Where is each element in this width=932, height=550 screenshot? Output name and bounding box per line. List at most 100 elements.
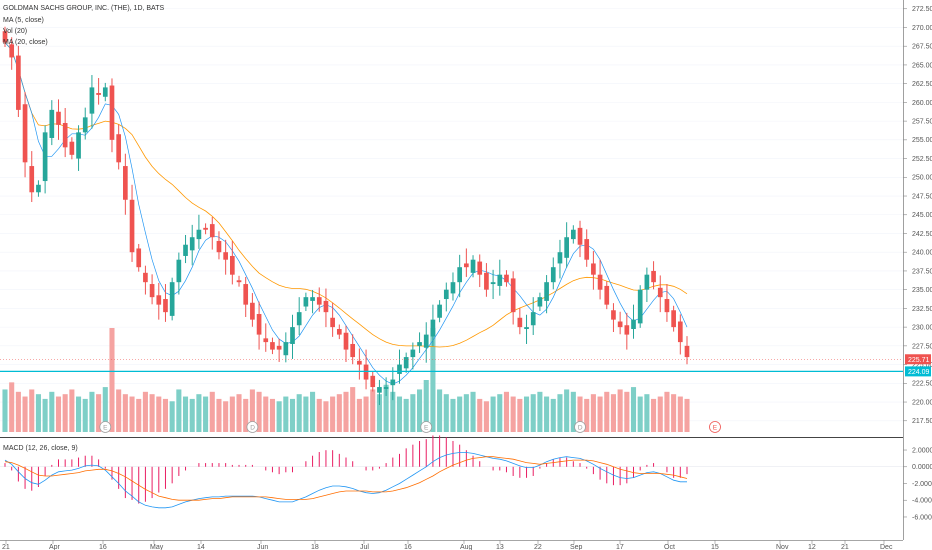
volume-bar [69,389,75,432]
earnings-marker[interactable] [420,421,433,433]
candle-body [477,261,483,275]
candle-body [530,312,536,326]
candle-body [644,274,650,290]
earnings-marker[interactable] [99,421,112,433]
price-tick-label: 230.00 [912,325,932,332]
candle-body [537,297,543,307]
candle-body [657,287,663,298]
candle-body [591,263,596,275]
candle-body [403,357,409,369]
candle-body [350,343,356,358]
volume-bar [55,396,62,432]
price-tick-label: 272.50 [912,6,932,13]
volume-bar [323,401,329,432]
volume-bar [617,389,623,432]
volume-bar [370,389,376,432]
earnings-marker-label: E [424,425,429,432]
volume-bar [557,394,563,432]
current-price-tag [905,354,931,365]
price-tick-label: 267.50 [912,44,932,51]
candle-body [684,345,690,358]
volume-bar [243,398,249,432]
legend-ma5[interactable]: MA (5, close) [3,17,44,24]
candle-body [504,274,509,283]
candle-body [203,227,208,230]
volume-bar [430,328,436,432]
candle-body [323,300,329,313]
candle-body [290,327,295,344]
candle-body [296,312,302,326]
candle-body [604,285,610,305]
macd-axis[interactable]: 2.0000 0.0000 -2.0000 -4.0000 -6.0000 [903,447,932,521]
candle-body [283,342,289,356]
legend-volume[interactable]: Vol (20) [3,28,27,35]
volume-bar [630,387,637,432]
candle-body [189,237,195,251]
candle-body [183,244,188,256]
volume-bar [15,391,21,432]
volume-bar [584,398,590,432]
volume-bar [597,396,603,432]
candle-body [437,304,442,318]
time-tick-label: 13 [496,544,504,550]
candle-body [2,31,8,43]
volume-bar [296,394,302,432]
volume-bar [283,396,289,432]
volume-bar [189,398,195,432]
time-axis[interactable]: 21 Apr 16 May 14 Jun 18 Jul 16 Aug 13 22 Sep 17 Oct 15 N… [2,540,893,550]
candle-body [544,282,549,301]
dividend-marker-label: D [578,425,583,432]
horizontal-lines[interactable] [0,358,903,372]
candle-body [303,297,309,307]
candle-body [651,270,656,283]
time-tick-label: 12 [808,544,816,550]
candlestick-series [2,26,690,406]
dividend-marker[interactable] [246,421,259,433]
ma20-line [4,42,688,348]
candle-body [209,224,215,238]
price-tick-label: 260.00 [912,100,932,107]
price-tick-label: 227.50 [912,343,932,350]
volume-bar [35,394,41,432]
volume-bar [651,398,657,432]
earnings-marker-label: E [103,425,108,432]
candle-body [617,321,623,328]
volume-bar [403,398,409,432]
chart-title[interactable]: GOLDMAN SACHS GROUP, INC. (THE), 1D, BAT… [3,5,164,12]
volume-bar [564,389,570,432]
time-tick-label: Sep [570,544,583,550]
price-tick-label: 242.50 [912,231,932,238]
volume-bar [343,391,349,432]
volume-bar [497,394,503,432]
volume-bar [216,398,222,432]
volume-bar [29,389,35,432]
earnings-marker[interactable] [709,421,721,433]
price-tick-label: 225.00 [912,362,932,369]
candle-body [22,104,28,163]
price-tick-label: 250.00 [912,175,932,182]
candle-body [276,345,282,350]
price-axis[interactable]: 272.50 270.00 267.50 265.00 262.50 260.00 257.… [903,6,932,425]
candle-body [143,272,148,283]
price-tick-label: 265.00 [912,62,932,69]
dividend-marker[interactable] [574,421,586,433]
legend-ma20[interactable]: MA (20, close) [3,39,48,46]
candle-body [550,267,556,283]
volume-bar [657,396,663,432]
volume-bar [156,396,162,432]
legend-macd[interactable]: MACD (12, 26, close, 9) [3,445,78,452]
time-tick-label: 22 [534,544,542,550]
candle-body [430,319,436,337]
volume-bar [116,389,122,432]
candle-body [169,282,175,316]
candle-body [42,132,48,182]
volume-bar [463,394,469,432]
time-tick-label: Dec [880,544,893,550]
candle-body [417,342,422,346]
price-tick-label: 270.00 [912,25,932,32]
price-tick-label: 232.50 [912,306,932,313]
candle-body [570,229,576,240]
candle-body [357,360,362,365]
